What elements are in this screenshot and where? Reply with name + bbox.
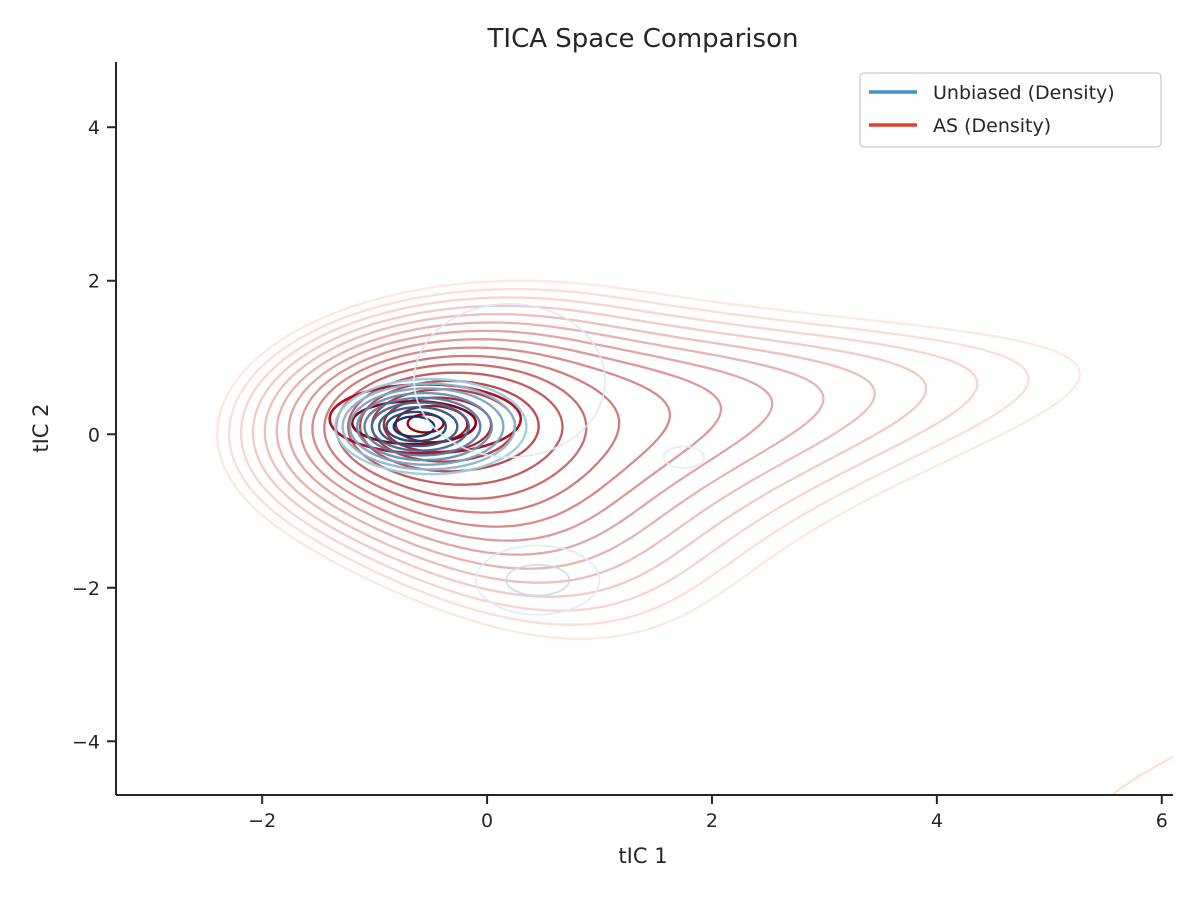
unbiased-density-contour <box>363 396 482 457</box>
as-density-contour <box>287 329 774 556</box>
x-tick-label: −2 <box>248 810 276 832</box>
unbiased-density-contour <box>377 406 459 448</box>
contour-plot-area <box>216 279 1174 796</box>
y-tick-label: 2 <box>88 271 100 293</box>
as-density-contour <box>323 354 621 514</box>
as-density-contour <box>251 304 928 598</box>
as-density-contour <box>263 313 876 584</box>
as-density-contour <box>358 379 540 473</box>
as-density-contour <box>1110 755 1174 796</box>
legend-label-unbiased: Unbiased (Density) <box>933 82 1115 104</box>
unbiased-density-contour <box>334 377 528 476</box>
unbiased-density-contour <box>348 387 505 466</box>
unbiased-density-contour <box>370 401 471 452</box>
legend: Unbiased (Density) AS (Density) <box>859 72 1162 148</box>
unbiased-density-contour <box>413 302 607 459</box>
y-axis-label: tIC 2 <box>29 403 53 452</box>
as-density-contour <box>227 287 1030 626</box>
y-tick-label: −4 <box>72 731 100 753</box>
x-axis-label: tIC 1 <box>618 844 667 868</box>
x-ticks: −2 0 2 4 6 <box>248 795 1168 832</box>
as-density-contour <box>239 296 979 612</box>
unbiased-density-contour <box>474 544 601 616</box>
as-density-contour <box>275 321 825 570</box>
y-tick-label: 0 <box>88 424 100 446</box>
unbiased-density-contour <box>341 382 517 471</box>
as-density-contour <box>216 279 1082 640</box>
as-density-contour <box>350 399 478 446</box>
unbiased-density-contour <box>385 410 447 443</box>
x-tick-label: 2 <box>706 810 718 832</box>
unbiased-density-contour <box>662 445 705 469</box>
as-density-contour <box>311 346 672 528</box>
as-density-contour <box>299 338 723 542</box>
unbiased-density-contour <box>505 563 571 597</box>
y-ticks: −4 −2 0 2 4 <box>72 117 116 753</box>
as-density-contour <box>347 371 564 486</box>
y-tick-label: 4 <box>88 117 100 139</box>
legend-box <box>859 72 1162 148</box>
legend-label-as: AS (Density) <box>933 115 1051 137</box>
unbiased-density-contour <box>355 391 494 462</box>
chart-title: TICA Space Comparison <box>487 24 799 54</box>
y-tick-label: −2 <box>72 578 100 600</box>
x-tick-label: 6 <box>1156 810 1168 832</box>
x-tick-label: 0 <box>481 810 493 832</box>
x-tick-label: 4 <box>931 810 943 832</box>
